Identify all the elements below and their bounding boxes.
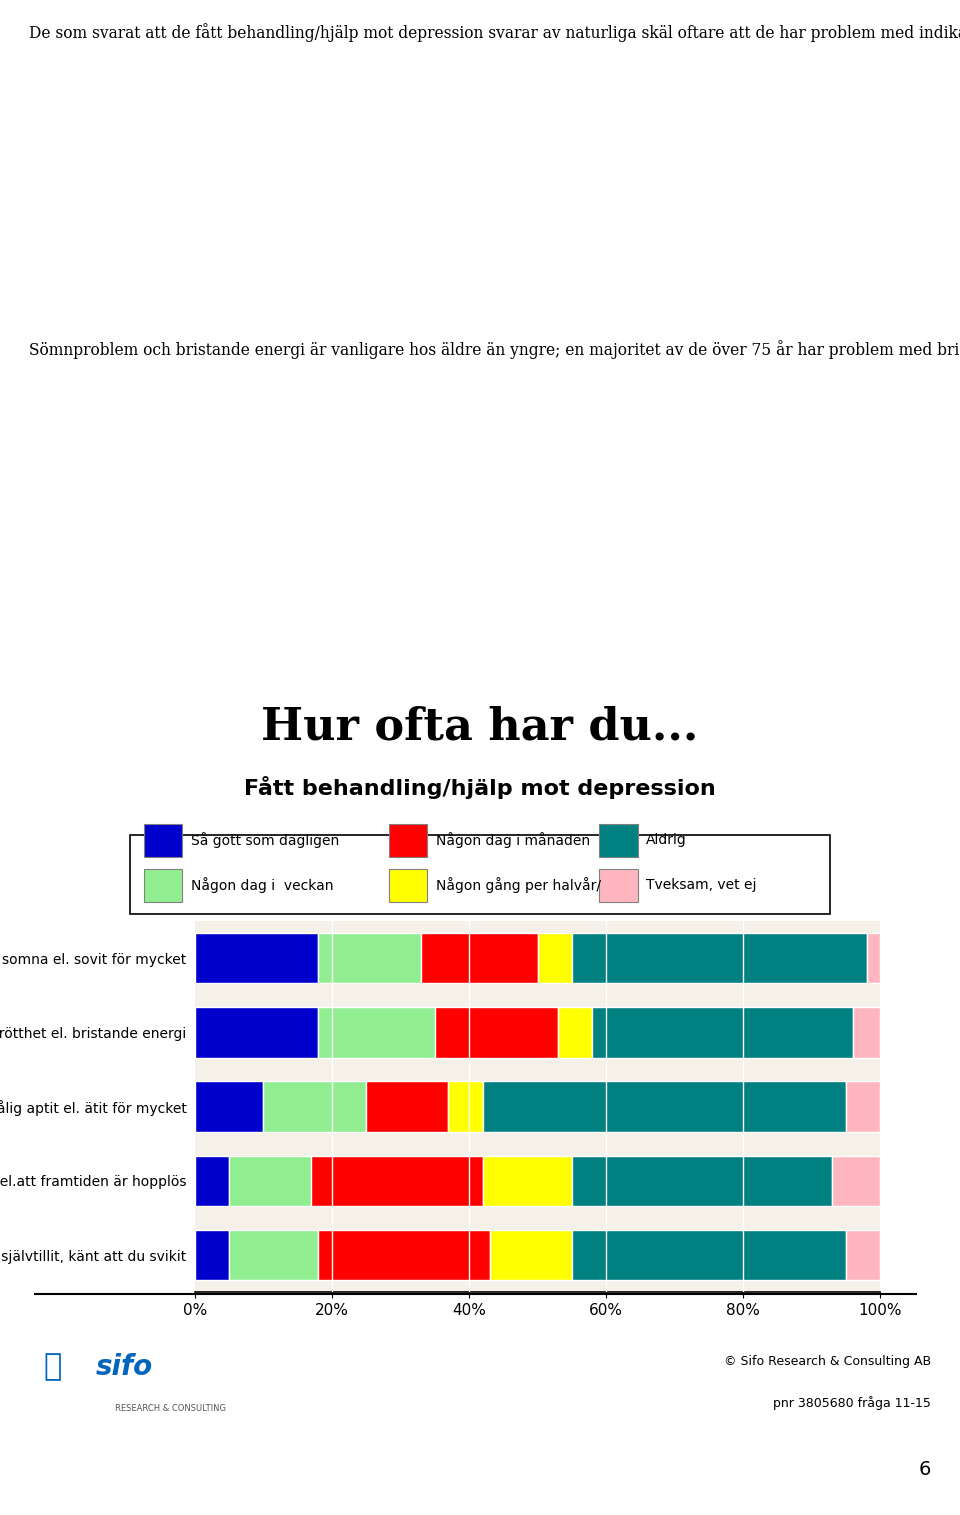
Bar [852, 1007, 880, 1057]
Text: © Sifo Research & Consulting AB: © Sifo Research & Consulting AB [724, 1354, 931, 1368]
Bar [195, 1156, 229, 1206]
Bar [490, 1230, 572, 1280]
Bar [572, 1156, 832, 1206]
Text: RESEARCH & CONSULTING: RESEARCH & CONSULTING [115, 1404, 227, 1413]
Bar [319, 933, 421, 983]
Bar [592, 1007, 852, 1057]
Bar [195, 933, 319, 983]
Bar [599, 868, 637, 901]
Bar [144, 868, 182, 901]
Text: sifo: sifo [96, 1353, 154, 1380]
Bar [435, 1007, 558, 1057]
Bar [389, 824, 427, 857]
Text: Aldrig: Aldrig [646, 833, 686, 847]
Text: Sömnproblem och bristande energi är vanligare hos äldre än yngre; en majoritet a: Sömnproblem och bristande energi är vanl… [29, 339, 960, 359]
Text: Hur ofta har du...: Hur ofta har du... [261, 706, 699, 748]
Bar [389, 868, 427, 901]
Text: Någon dag i månaden: Någon dag i månaden [436, 832, 590, 848]
Bar [448, 1082, 483, 1132]
Text: Någon gång per halvår/: Någon gång per halvår/ [436, 877, 601, 894]
Bar [144, 824, 182, 857]
Bar [195, 1007, 319, 1057]
Bar [572, 933, 867, 983]
Bar [367, 1082, 448, 1132]
Bar [599, 824, 637, 857]
Text: pnr 3805680 fråga 11-15: pnr 3805680 fråga 11-15 [774, 1395, 931, 1410]
Bar [195, 1082, 263, 1132]
Bar [558, 1007, 592, 1057]
Bar [483, 1156, 572, 1206]
Bar [311, 1156, 483, 1206]
Bar [538, 933, 572, 983]
Text: Ⓢ: Ⓢ [43, 1353, 62, 1382]
Bar [572, 1230, 846, 1280]
Bar [421, 933, 538, 983]
Text: Någon dag i  veckan: Någon dag i veckan [191, 877, 333, 894]
Bar [195, 1230, 229, 1280]
Bar [229, 1156, 311, 1206]
Bar [846, 1082, 880, 1132]
Text: Fått behandling/hjälp mot depression: Fått behandling/hjälp mot depression [244, 776, 716, 798]
Bar [483, 1082, 846, 1132]
Bar [263, 1082, 367, 1132]
Text: Tveksam, vet ej: Tveksam, vet ej [646, 879, 756, 892]
Bar [229, 1230, 319, 1280]
Bar [319, 1007, 435, 1057]
Text: 6: 6 [919, 1460, 931, 1479]
Text: Så gott som dagligen: Så gott som dagligen [191, 832, 339, 848]
Bar [846, 1230, 880, 1280]
Text: De som svarat att de fått behandling/hjälp mot depression svarar av naturliga sk: De som svarat att de fått behandling/hjä… [29, 23, 960, 41]
Bar [832, 1156, 880, 1206]
Bar [319, 1230, 490, 1280]
Bar [867, 933, 880, 983]
